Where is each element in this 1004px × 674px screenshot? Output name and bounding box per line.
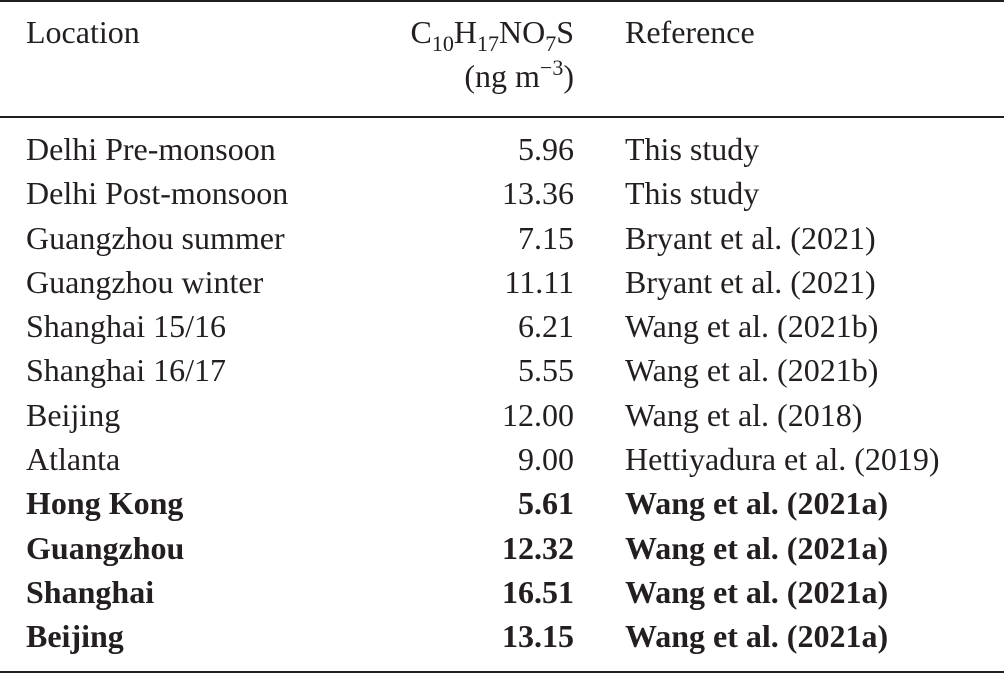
row-location: Hong Kong xyxy=(26,485,184,521)
row-reference: This study xyxy=(625,175,760,211)
formula-o-subscript: 7 xyxy=(545,31,557,56)
row-reference: Bryant et al. (2021) xyxy=(625,220,876,256)
row-reference: Wang et al. (2021a) xyxy=(625,618,889,654)
row-location: Shanghai xyxy=(26,574,155,610)
row-location: Delhi Pre-monsoon xyxy=(26,131,276,167)
row-reference: Wang et al. (2021b) xyxy=(625,352,879,388)
row-location: Shanghai 15/16 xyxy=(26,308,226,344)
row-value: 12.32 xyxy=(502,530,574,566)
header-compound-formula: C10H17NO7S xyxy=(410,14,574,55)
row-value: 5.55 xyxy=(518,352,574,388)
row-location: Beijing xyxy=(26,618,124,654)
row-reference: Wang et al. (2021a) xyxy=(625,530,889,566)
row-value: 12.00 xyxy=(502,397,574,433)
unit-close: ) xyxy=(563,58,574,94)
formula-no: NO xyxy=(498,14,546,50)
row-value: 11.11 xyxy=(504,264,574,300)
row-value: 13.15 xyxy=(502,618,574,654)
header-location: Location xyxy=(26,14,140,50)
row-value: 13.36 xyxy=(502,175,574,211)
formula-h: H xyxy=(453,14,477,50)
row-reference: Wang et al. (2018) xyxy=(625,397,863,433)
row-value: 6.21 xyxy=(518,308,574,344)
header-reference: Reference xyxy=(625,14,755,50)
row-location: Atlanta xyxy=(26,441,121,477)
unit-open: (ng m xyxy=(464,58,540,94)
row-value: 5.96 xyxy=(518,131,574,167)
header-rule xyxy=(0,116,1004,118)
row-reference: Bryant et al. (2021) xyxy=(625,264,876,300)
formula-s: S xyxy=(556,14,574,50)
row-location: Shanghai 16/17 xyxy=(26,352,226,388)
row-value: 7.15 xyxy=(518,220,574,256)
row-location: Guangzhou summer xyxy=(26,220,285,256)
top-rule xyxy=(0,0,1004,2)
row-reference: Wang et al. (2021a) xyxy=(625,485,889,521)
row-location: Guangzhou xyxy=(26,530,185,566)
row-reference: Wang et al. (2021b) xyxy=(625,308,879,344)
row-location: Guangzhou winter xyxy=(26,264,264,300)
header-unit: (ng m−3) xyxy=(464,55,574,95)
bottom-rule xyxy=(0,671,1004,673)
row-reference: This study xyxy=(625,131,760,167)
formula-h-subscript: 17 xyxy=(476,31,499,56)
row-value: 5.61 xyxy=(518,485,574,521)
row-reference: Hettiyadura et al. (2019) xyxy=(625,441,940,477)
row-value: 9.00 xyxy=(518,441,574,477)
unit-exponent: −3 xyxy=(539,55,564,80)
row-location: Delhi Post-monsoon xyxy=(26,175,289,211)
row-location: Beijing xyxy=(26,397,121,433)
row-value: 16.51 xyxy=(502,574,574,610)
formula-c-subscript: 10 xyxy=(431,31,454,56)
row-reference: Wang et al. (2021a) xyxy=(625,574,889,610)
formula-c: C xyxy=(410,14,432,50)
